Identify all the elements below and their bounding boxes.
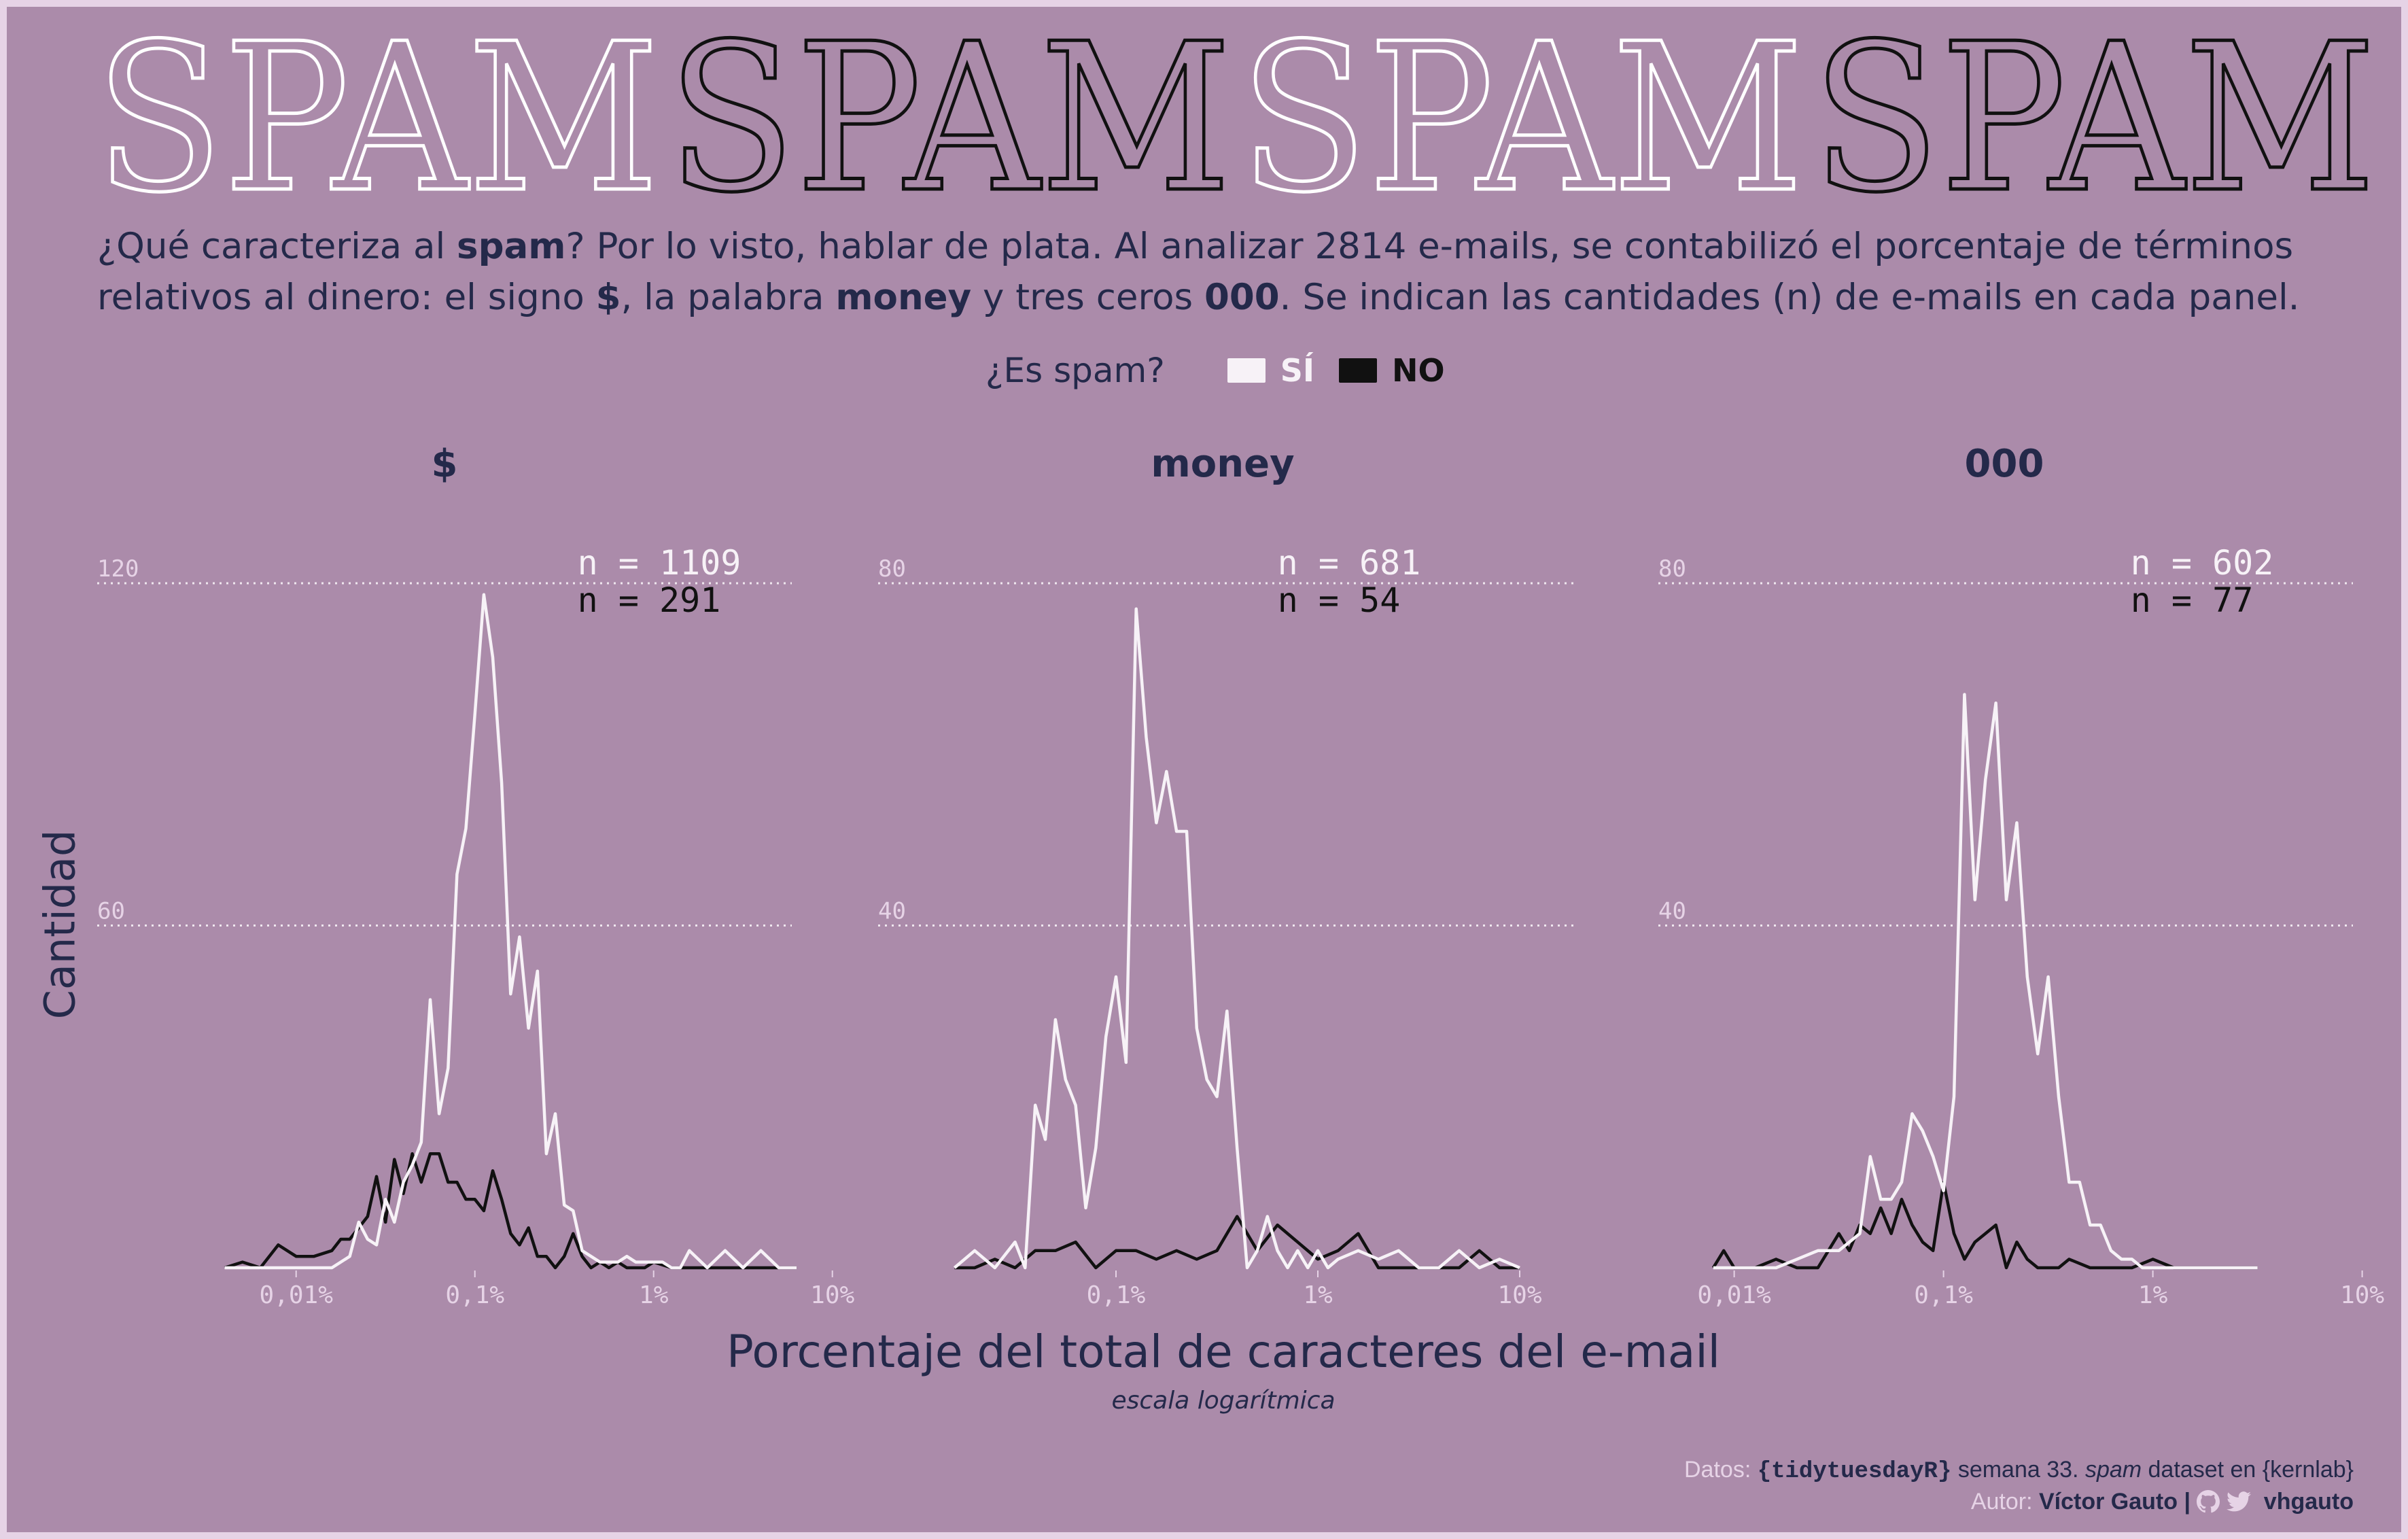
series-line-si — [953, 607, 1520, 1270]
caption-package: {tidytuesdayR} — [1757, 1459, 1952, 1485]
x-tick-label: 1% — [639, 1281, 669, 1309]
legend-label-si: SÍ — [1280, 352, 1314, 389]
caption-author: Víctor Gauto — [2038, 1489, 2178, 1515]
banner-word-4: SPAM — [1812, 27, 2376, 211]
subtitle-text: ¿Qué caracteriza al — [97, 226, 457, 267]
n-label-no: n = 291 — [578, 581, 721, 620]
twitter-icon[interactable] — [2226, 1491, 2251, 1512]
x-axis-label: Porcentaje del total de caracteres del e… — [726, 1326, 1721, 1378]
series-line-si — [224, 593, 797, 1270]
x-tick-label: 0,1% — [1914, 1281, 1973, 1309]
github-icon[interactable] — [2197, 1490, 2220, 1513]
legend-key-si — [1227, 358, 1266, 383]
x-tick-label: 0,1% — [1087, 1281, 1146, 1309]
caption-text: Datos: — [1684, 1457, 1758, 1483]
subtitle-text: . Se indican las cantidades (n) de e-mai… — [1279, 277, 2300, 318]
n-label-si: n = 602 — [2131, 543, 2274, 583]
x-tick-label: 10% — [810, 1281, 854, 1309]
x-tick-label: 10% — [1497, 1281, 1541, 1309]
x-tick-label: 0,01% — [1697, 1281, 1771, 1309]
series-line-no — [224, 1152, 797, 1270]
spam-banner: SPAM SPAM SPAM SPAM — [95, 27, 2378, 211]
legend-title: ¿Es spam? — [985, 351, 1165, 390]
panel-title-000: 000 — [1964, 442, 2044, 486]
caption-italic: spam — [2084, 1457, 2142, 1483]
x-tick-label: 1% — [1303, 1281, 1333, 1309]
caption-text: dataset en {kernlab} — [2142, 1457, 2354, 1483]
subtitle-bold-dollar: $ — [595, 277, 621, 318]
caption-line-1: Datos: {tidytuesdayR} semana 33. spam da… — [1684, 1455, 2354, 1487]
subtitle-bold-money: money — [835, 277, 972, 318]
subtitle-text: ? Por lo visto, hablar de plata. Al anal… — [97, 226, 2294, 318]
subtitle-text: y tres ceros — [971, 277, 1204, 318]
subtitle-bold-000: 000 — [1204, 277, 1280, 318]
panel-title-dollar: $ — [431, 442, 458, 486]
series-line-no — [954, 1215, 1520, 1270]
y-axis-label: Cantidad — [35, 829, 85, 1020]
caption-text: Autor: — [1970, 1489, 2039, 1515]
n-label-si: n = 681 — [1278, 543, 1421, 583]
x-tick-label: 0,01% — [260, 1281, 334, 1309]
series-line-si — [1713, 693, 2258, 1270]
y-tick-label: 120 — [97, 555, 139, 583]
legend: ¿Es spam? SÍ NO — [985, 343, 1445, 398]
y-tick-label: 60 — [97, 898, 125, 925]
panel-title-money: money — [1151, 442, 1295, 486]
legend-key-no — [1339, 358, 1377, 383]
banner-word-2: SPAM — [667, 27, 1232, 211]
caption-line-2: Autor: Víctor Gauto | vhgauto — [1684, 1487, 2354, 1517]
y-tick-label: 80 — [878, 555, 906, 583]
banner-word-1: SPAM — [95, 27, 659, 211]
subtitle-text: , la palabra — [621, 277, 836, 318]
caption-text: semana 33. — [1951, 1457, 2085, 1483]
legend-label-no: NO — [1392, 352, 1445, 389]
caption: Datos: {tidytuesdayR} semana 33. spam da… — [1684, 1455, 2354, 1517]
series-line-no — [1711, 1180, 2258, 1270]
n-label-no: n = 54 — [1278, 581, 1401, 620]
banner-word-3: SPAM — [1240, 27, 1804, 211]
subtitle-bold-spam: spam — [457, 226, 566, 267]
n-label-no: n = 77 — [2131, 581, 2254, 620]
n-label-si: n = 1109 — [578, 543, 741, 583]
subtitle: ¿Qué caracteriza al spam? Por lo visto, … — [97, 221, 2340, 323]
x-axis-note: escala logarítmica — [1111, 1387, 1336, 1415]
x-tick-label: 10% — [2340, 1281, 2384, 1309]
y-tick-label: 40 — [878, 898, 906, 925]
caption-separator: | — [2178, 1489, 2197, 1515]
x-tick-label: 0,1% — [445, 1281, 504, 1309]
caption-handle: vhgauto — [2263, 1489, 2354, 1515]
y-tick-label: 80 — [1658, 555, 1686, 583]
x-tick-label: 1% — [2138, 1281, 2168, 1309]
y-tick-label: 40 — [1658, 898, 1686, 925]
